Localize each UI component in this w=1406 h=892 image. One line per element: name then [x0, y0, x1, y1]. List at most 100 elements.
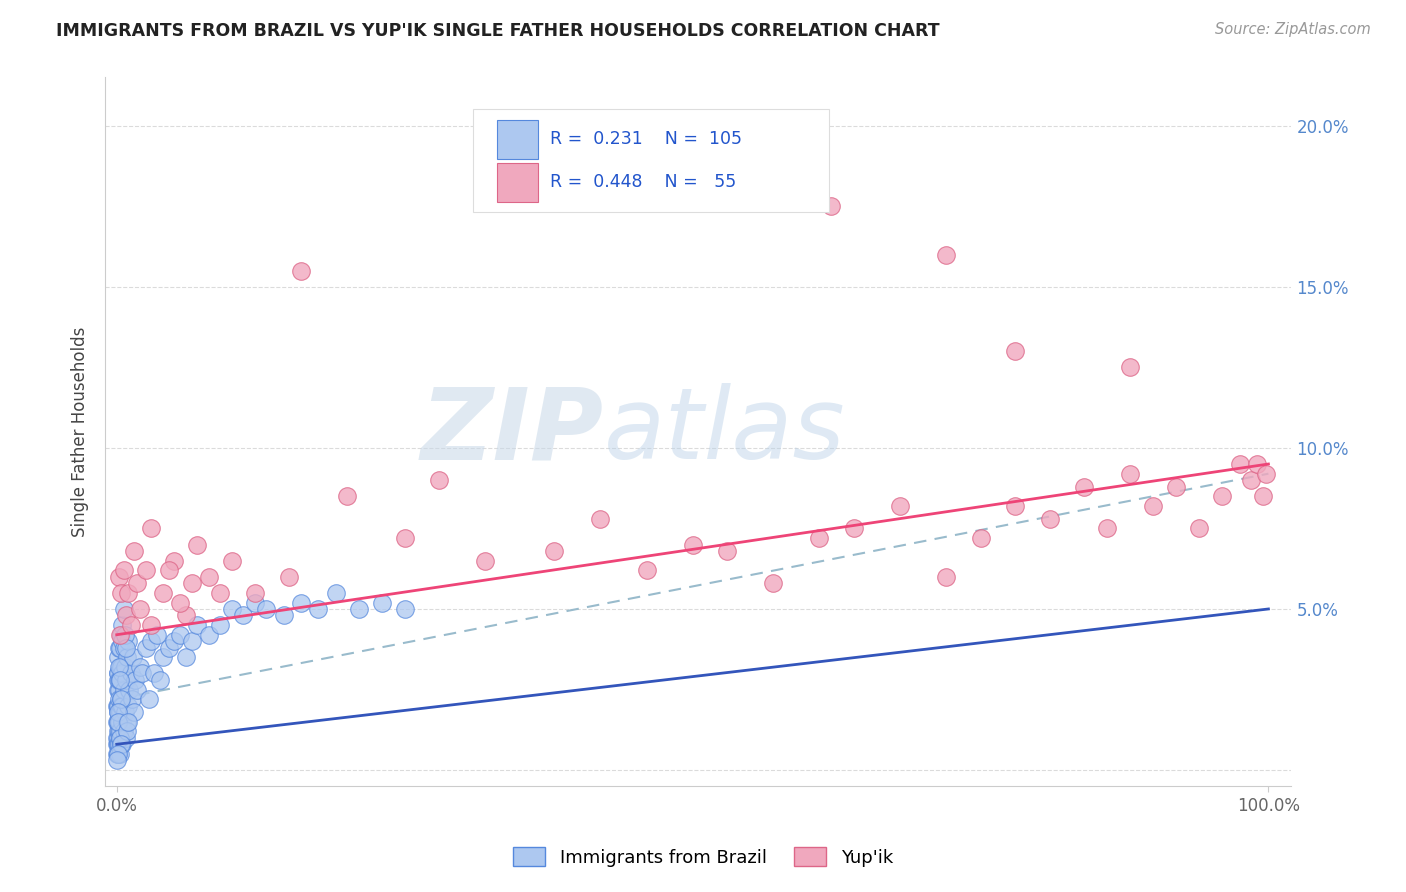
Point [107, 737, 129, 751]
Point [141, 618, 163, 632]
Point [124, 673, 146, 687]
Point [1211, 489, 1233, 503]
Point [198, 570, 221, 584]
Point [121, 692, 143, 706]
Point [842, 521, 865, 535]
Point [117, 698, 139, 713]
Point [394, 602, 416, 616]
Point [107, 705, 129, 719]
Point [935, 247, 957, 261]
Point [636, 563, 658, 577]
Point [105, 698, 128, 713]
Point [152, 586, 174, 600]
Point [115, 714, 138, 729]
Point [278, 570, 301, 584]
Point [115, 724, 138, 739]
Point [111, 737, 134, 751]
Point [107, 724, 129, 739]
Point [112, 563, 135, 577]
Point [107, 682, 129, 697]
Point [290, 595, 312, 609]
Point [1229, 457, 1251, 471]
Point [117, 634, 139, 648]
Point [121, 650, 143, 665]
Point [111, 714, 134, 729]
Point [157, 640, 180, 655]
Point [117, 714, 139, 729]
Point [122, 705, 145, 719]
Point [209, 586, 232, 600]
Point [273, 608, 295, 623]
Point [108, 570, 131, 584]
Point [115, 673, 138, 687]
Point [174, 650, 197, 665]
Point [117, 586, 139, 600]
Point [115, 650, 138, 665]
Point [107, 731, 129, 745]
Point [110, 737, 132, 751]
Point [138, 692, 160, 706]
Point [186, 618, 208, 632]
Point [108, 640, 131, 655]
Point [108, 747, 131, 761]
Point [808, 531, 831, 545]
Point [1039, 512, 1062, 526]
Point [108, 692, 131, 706]
Text: IMMIGRANTS FROM BRAZIL VS YUP'IK SINGLE FATHER HOUSEHOLDS CORRELATION CHART: IMMIGRANTS FROM BRAZIL VS YUP'IK SINGLE … [56, 22, 939, 40]
Point [107, 714, 129, 729]
Point [108, 731, 131, 745]
Point [1256, 467, 1278, 481]
Point [114, 660, 136, 674]
Point [969, 531, 991, 545]
Point [108, 660, 131, 674]
Point [110, 692, 132, 706]
Point [107, 705, 129, 719]
Text: R =  0.231    N =  105: R = 0.231 N = 105 [550, 130, 742, 148]
Point [108, 673, 131, 687]
Point [107, 705, 129, 719]
Text: atlas: atlas [603, 384, 845, 480]
Point [1240, 473, 1263, 487]
Point [243, 595, 266, 609]
Point [325, 586, 347, 600]
Point [107, 666, 129, 681]
Point [120, 618, 142, 632]
Point [543, 544, 565, 558]
Point [149, 673, 172, 687]
Point [107, 737, 129, 751]
Point [180, 634, 202, 648]
Point [107, 724, 129, 739]
Point [1095, 521, 1118, 535]
Point [1004, 499, 1026, 513]
Point [114, 705, 136, 719]
Point [589, 512, 612, 526]
Point [105, 737, 128, 751]
Point [1119, 360, 1142, 375]
Point [118, 682, 141, 697]
Point [141, 521, 163, 535]
Text: Source: ZipAtlas.com: Source: ZipAtlas.com [1215, 22, 1371, 37]
Point [112, 640, 135, 655]
Bar [496, 120, 538, 159]
Point [1166, 479, 1188, 493]
Point [157, 563, 180, 577]
Point [152, 650, 174, 665]
Point [111, 618, 134, 632]
FancyBboxPatch shape [472, 110, 828, 212]
Point [336, 489, 359, 503]
Point [128, 602, 150, 616]
Point [107, 747, 129, 761]
Point [142, 666, 165, 681]
Point [935, 570, 957, 584]
Point [256, 602, 278, 616]
Point [163, 554, 186, 568]
Point [169, 628, 191, 642]
Bar [496, 162, 538, 202]
Point [108, 628, 131, 642]
Point [108, 714, 131, 729]
Point [110, 586, 132, 600]
Point [127, 682, 149, 697]
Point [198, 628, 221, 642]
Point [107, 666, 129, 681]
Point [370, 595, 392, 609]
